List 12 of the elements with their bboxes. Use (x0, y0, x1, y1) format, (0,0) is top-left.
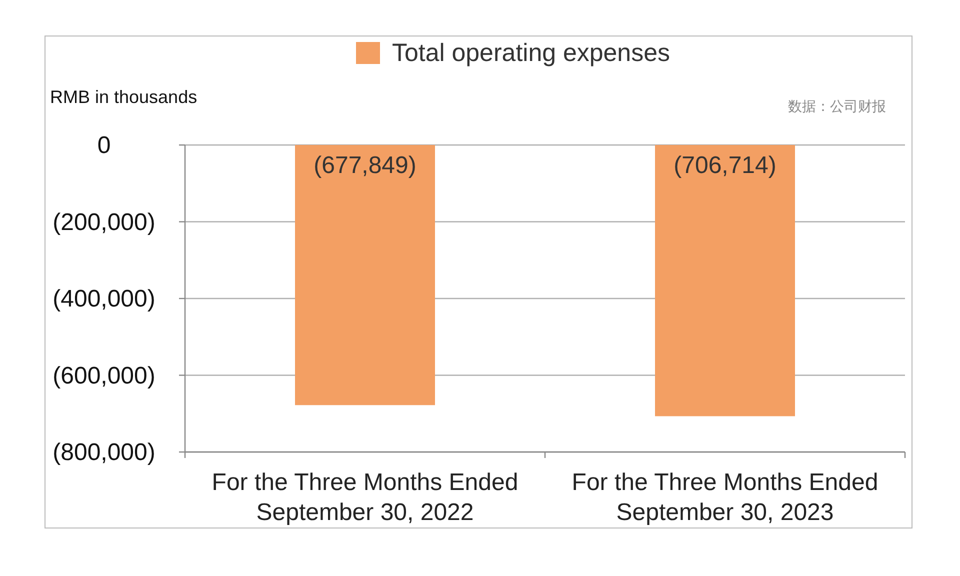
y-tick-label: (800,000) (52, 439, 156, 466)
y-tick-label: (400,000) (52, 286, 156, 312)
text: 数据：公司财报 (788, 99, 886, 115)
x-tick-label: For the Three Months Ended September 30, 2023 (570, 468, 880, 528)
y-tick-label: (200,000) (52, 208, 156, 236)
legend-label: Total operating expenses (392, 39, 670, 67)
y-tick-label: (600,000) (52, 362, 156, 390)
data-label: (706,714) (674, 152, 776, 179)
y-axis-title: RMB in thousands (50, 87, 198, 107)
y-tick-label: 0 (97, 132, 111, 159)
x-tick-label: For the Three Months Ended September 30, 2022 (210, 468, 520, 528)
data-label: (677,849) (314, 152, 416, 179)
